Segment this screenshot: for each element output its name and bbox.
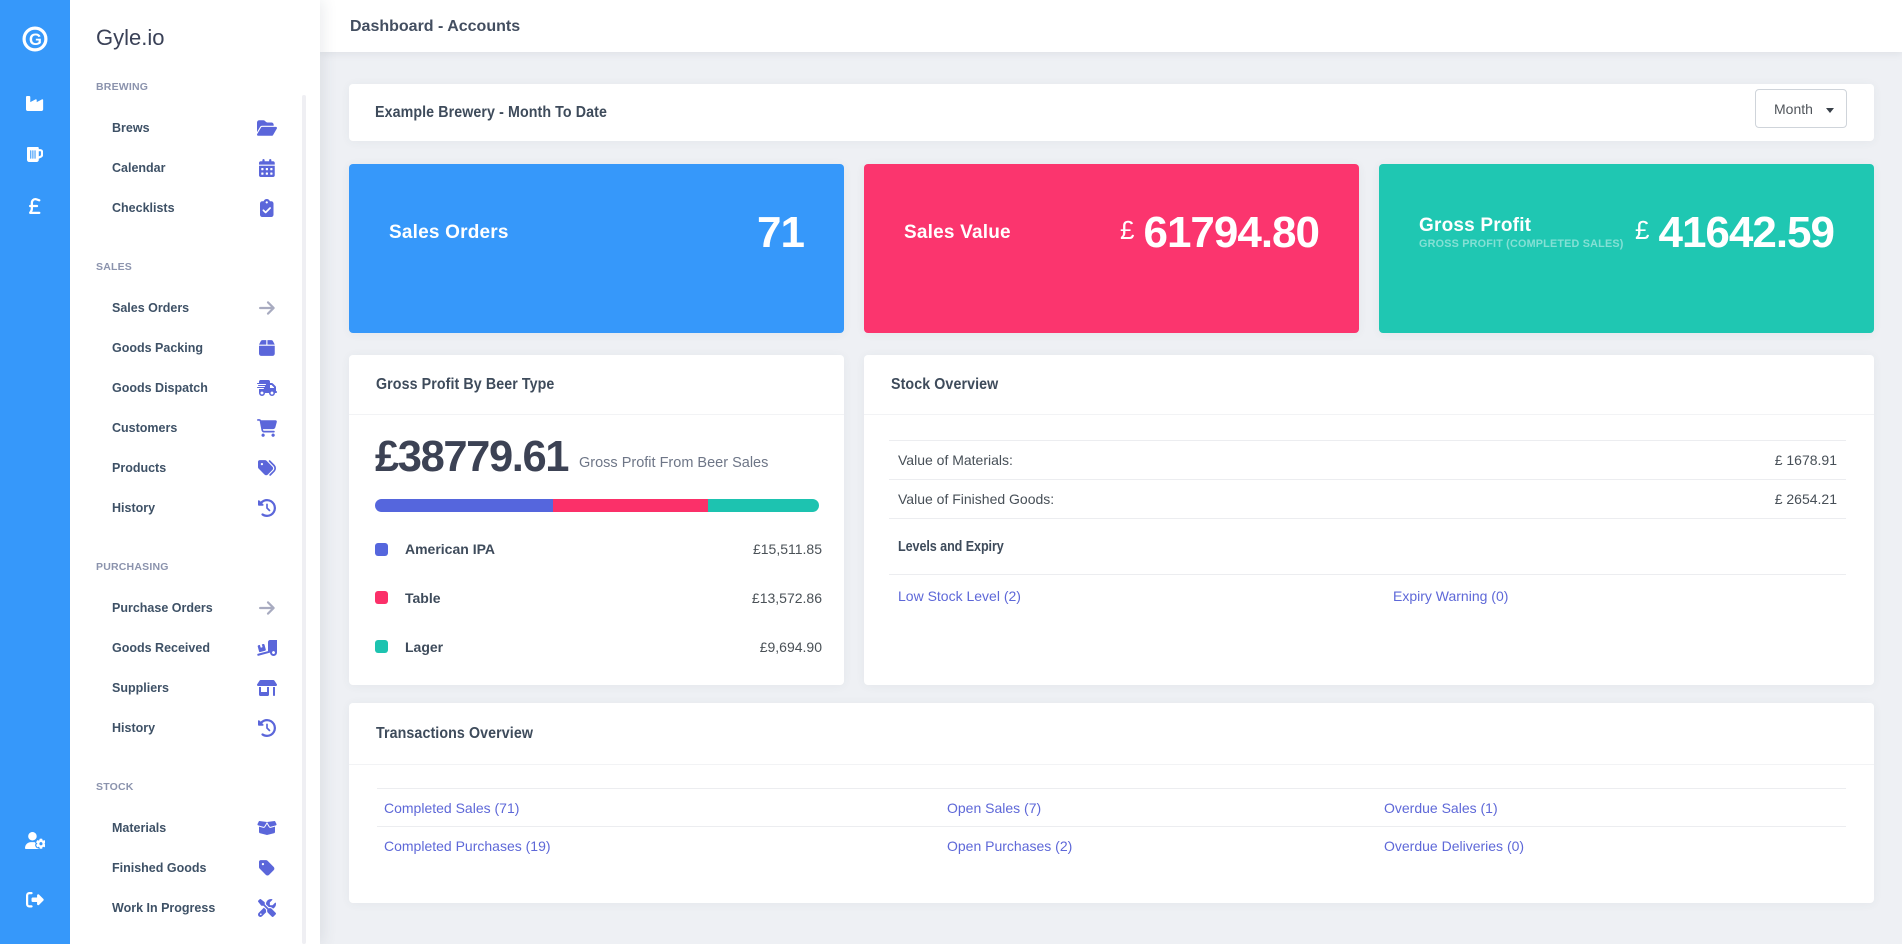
svg-text:G: G bbox=[29, 31, 42, 49]
